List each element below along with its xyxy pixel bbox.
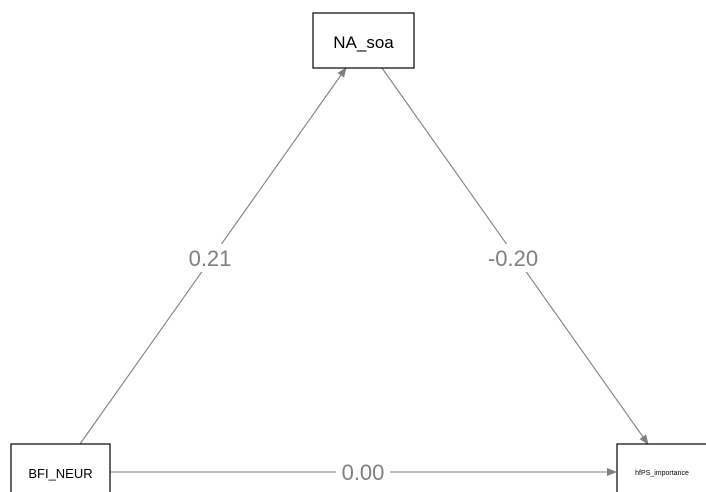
node-mediator-box [312,12,415,69]
node-outcome: hfPS_importance [616,443,706,492]
path-b-label-bg [482,244,544,272]
node-mediator-label: NA_soa [333,33,394,52]
node-predictor-label: BFI_NEUR [28,466,92,481]
node-outcome-box [616,443,706,492]
path-c-label-bg [336,459,390,485]
path-a-predictor-to-mediator: 0.21 [79,67,347,445]
path-c-predictor-to-outcome: 0.00 [110,459,617,485]
path-b-mediator-to-outcome: -0.20 [381,67,649,445]
node-predictor: BFI_NEUR [10,443,111,492]
path-a-label-bg [183,244,237,272]
path-a-coefficient: 0.21 [189,246,232,271]
path-b-coefficient: -0.20 [488,246,538,271]
node-outcome-label: hfPS_importance [635,470,689,477]
node-predictor-box [10,443,111,492]
node-mediator: NA_soa [312,12,415,69]
path-c-coefficient: 0.00 [342,460,385,485]
